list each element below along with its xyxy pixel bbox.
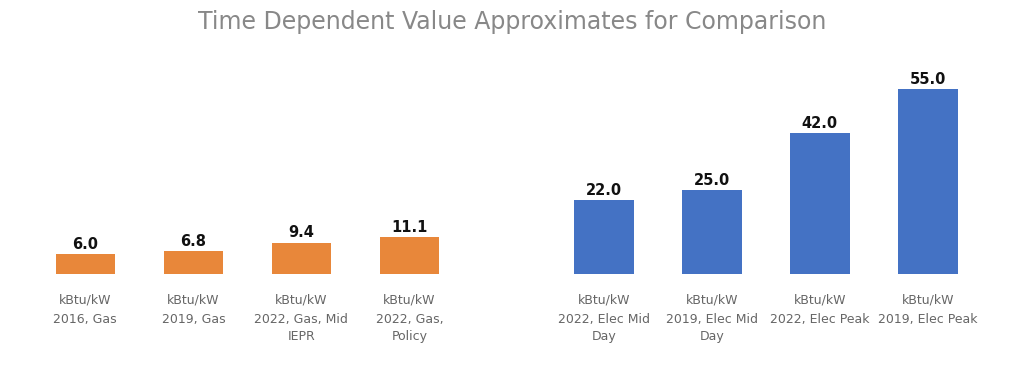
Text: 2016, Gas: 2016, Gas <box>53 313 117 326</box>
Text: 6.8: 6.8 <box>180 234 206 249</box>
Bar <box>791 133 850 274</box>
Text: 2022, Gas, Mid
IEPR: 2022, Gas, Mid IEPR <box>254 313 348 343</box>
Text: kBtu/kW: kBtu/kW <box>578 294 630 307</box>
Bar <box>574 200 634 274</box>
Bar <box>682 190 741 274</box>
Text: 2022, Elec Peak: 2022, Elec Peak <box>770 313 869 326</box>
Bar <box>271 243 331 274</box>
Text: 2022, Gas,
Policy: 2022, Gas, Policy <box>376 313 443 343</box>
Text: kBtu/kW: kBtu/kW <box>902 294 954 307</box>
Bar <box>898 90 957 274</box>
Text: 22.0: 22.0 <box>586 183 622 198</box>
Text: 25.0: 25.0 <box>693 173 730 188</box>
Bar <box>55 254 115 274</box>
Text: 2019, Elec Mid
Day: 2019, Elec Mid Day <box>666 313 758 343</box>
Text: kBtu/kW: kBtu/kW <box>59 294 112 307</box>
Text: kBtu/kW: kBtu/kW <box>383 294 435 307</box>
Text: kBtu/kW: kBtu/kW <box>686 294 738 307</box>
Text: 2022, Elec Mid
Day: 2022, Elec Mid Day <box>558 313 650 343</box>
Bar <box>164 251 223 274</box>
Text: kBtu/kW: kBtu/kW <box>275 294 328 307</box>
Text: 42.0: 42.0 <box>802 116 838 131</box>
Text: kBtu/kW: kBtu/kW <box>167 294 219 307</box>
Bar <box>380 237 439 274</box>
Text: kBtu/kW: kBtu/kW <box>794 294 846 307</box>
Text: 2019, Elec Peak: 2019, Elec Peak <box>879 313 978 326</box>
Text: 6.0: 6.0 <box>73 237 98 252</box>
Text: 9.4: 9.4 <box>289 226 314 240</box>
Text: 2019, Gas: 2019, Gas <box>162 313 225 326</box>
Title: Time Dependent Value Approximates for Comparison: Time Dependent Value Approximates for Co… <box>198 10 826 34</box>
Text: 11.1: 11.1 <box>391 220 428 235</box>
Text: 55.0: 55.0 <box>909 72 946 87</box>
